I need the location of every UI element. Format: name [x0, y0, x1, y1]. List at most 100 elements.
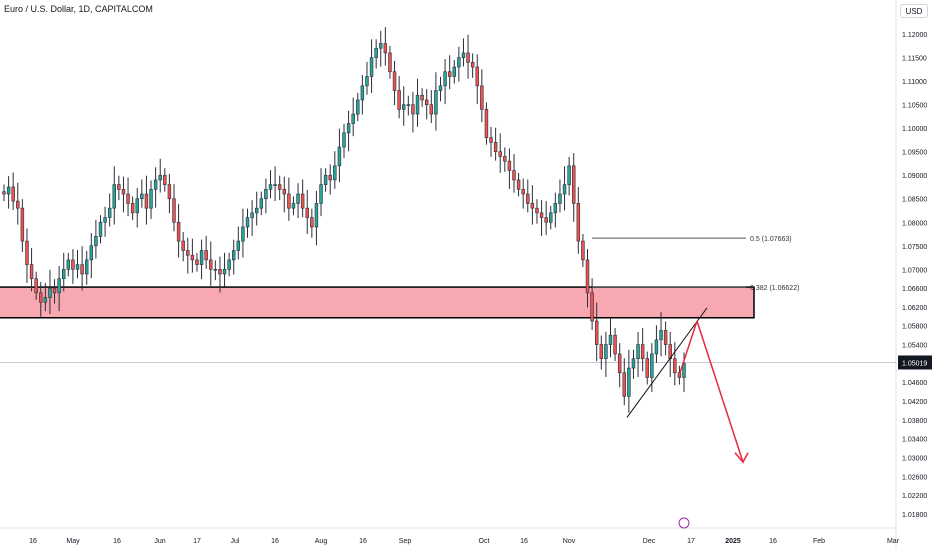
- candle-body: [484, 109, 489, 138]
- candle-body: [406, 104, 411, 106]
- candle-body: [663, 330, 668, 345]
- candle-body: [645, 358, 649, 378]
- y-tick-label: 1.11500: [902, 56, 927, 63]
- candle-body: [447, 71, 452, 77]
- candle-body: [402, 104, 406, 110]
- candle-body: [544, 217, 548, 223]
- candle-body: [507, 160, 512, 171]
- candle-body: [310, 217, 314, 228]
- candle-body: [43, 297, 48, 303]
- candle-body: [356, 99, 360, 115]
- candle-body: [107, 207, 112, 218]
- candle-body: [25, 240, 29, 265]
- x-tick-label: 16: [29, 538, 37, 545]
- candle-body: [429, 104, 434, 115]
- candle-body: [39, 292, 43, 303]
- candle-body: [461, 52, 466, 58]
- candle-body: [627, 367, 631, 397]
- projection-line-down: [696, 320, 744, 463]
- candle-body: [594, 320, 599, 345]
- candle-body: [300, 193, 305, 209]
- candle-body: [172, 198, 176, 223]
- candle-body: [604, 344, 608, 359]
- candle-body: [20, 207, 25, 242]
- candle-body: [254, 207, 259, 214]
- candle-body: [163, 174, 167, 185]
- y-tick-label: 1.06200: [902, 305, 927, 312]
- candle-body: [94, 236, 98, 247]
- candle-body: [443, 71, 447, 87]
- candle-body: [631, 358, 636, 369]
- candle-body: [34, 278, 38, 294]
- candle-body: [539, 212, 544, 218]
- y-tick-label: 1.05400: [902, 343, 927, 350]
- candle-body: [241, 226, 245, 242]
- chart-title: Euro / U.S. Dollar, 1D, CAPITALCOM: [4, 4, 153, 14]
- candle-body: [140, 193, 144, 200]
- candle-body: [470, 62, 475, 68]
- candle-body: [305, 207, 309, 218]
- candle-body: [489, 137, 493, 143]
- x-tick-label: Jul: [231, 538, 240, 545]
- candle-body: [654, 339, 659, 355]
- candle-body: [153, 179, 158, 190]
- candle-body: [222, 268, 227, 275]
- event-marker-icon: [678, 517, 690, 529]
- candle-body: [52, 287, 57, 294]
- x-tick-label: 16: [271, 538, 279, 545]
- candle-body: [374, 47, 378, 58]
- candle-body: [682, 363, 686, 378]
- y-tick-label: 1.09000: [902, 173, 927, 180]
- fib-level-label: 0.382 (1.06622): [750, 285, 799, 292]
- x-tick-label: 17: [687, 538, 695, 545]
- candle-body: [622, 372, 626, 397]
- y-tick-label: 1.02600: [902, 474, 927, 481]
- candle-body: [149, 189, 153, 209]
- candle-body: [475, 66, 479, 87]
- candle-body: [503, 156, 507, 162]
- candle-body: [576, 203, 581, 242]
- candle-body: [236, 240, 241, 251]
- candle-body: [328, 174, 332, 181]
- candle-body: [323, 174, 328, 185]
- candle-body: [526, 193, 530, 204]
- candle-body: [457, 57, 461, 68]
- candle-body: [617, 353, 622, 374]
- wedge-trendline: [626, 307, 708, 418]
- candle-body: [650, 353, 654, 378]
- candle-body: [291, 203, 296, 209]
- x-tick-label: 16: [359, 538, 367, 545]
- candle-body: [250, 212, 254, 218]
- candle-body: [287, 193, 291, 209]
- y-tick-label: 1.03000: [902, 455, 927, 462]
- candle-body: [296, 193, 300, 204]
- candle-body: [6, 186, 11, 195]
- candle-body: [264, 189, 268, 200]
- candle-body: [535, 207, 539, 214]
- x-tick-label: Dec: [643, 538, 656, 545]
- y-tick-label: 1.09500: [902, 150, 927, 157]
- candle-body: [48, 287, 52, 298]
- candle-body: [167, 184, 172, 200]
- candle-body: [135, 198, 139, 214]
- x-tick-label: 16: [520, 538, 528, 545]
- candle-body: [512, 170, 516, 181]
- y-tick-label: 1.07000: [902, 267, 927, 274]
- candle-body: [213, 268, 218, 271]
- candle-body: [599, 344, 604, 359]
- candle-body: [158, 174, 162, 181]
- currency-label[interactable]: USD: [900, 4, 928, 18]
- candle-body: [277, 184, 282, 190]
- candle-body: [590, 292, 594, 322]
- y-tick-label: 1.07500: [902, 244, 927, 251]
- candle-body: [130, 203, 135, 214]
- candle-body: [11, 186, 15, 202]
- candle-body: [365, 76, 369, 87]
- x-tick-label: 16: [769, 538, 777, 545]
- arrow-head: [734, 452, 749, 464]
- candle-body: [245, 217, 250, 228]
- candle-body: [282, 189, 286, 195]
- candle-body: [659, 330, 663, 341]
- candle-body: [420, 94, 424, 101]
